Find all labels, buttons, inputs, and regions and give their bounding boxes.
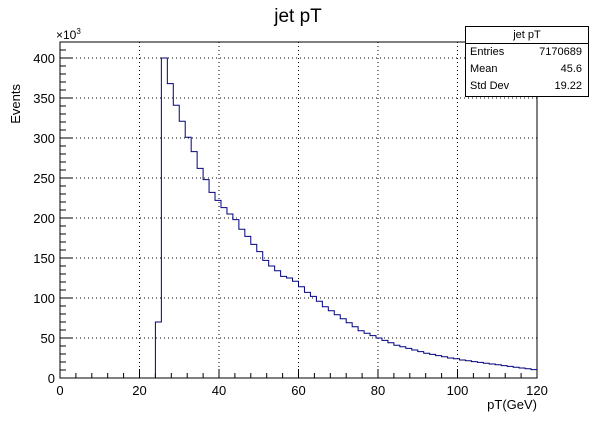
tick-labels: 0 20 40 60 80 100 120 0 50 100 150 200 250 300 350 400	[33, 51, 548, 398]
axis-ticks	[59, 49, 538, 379]
x-tick-label: 100	[447, 383, 469, 398]
stats-label: Entries	[470, 46, 505, 58]
stats-row-mean: Mean 45.6	[466, 61, 588, 78]
x-axis-label: pT(GeV)	[487, 397, 537, 412]
y-tick-label: 150	[33, 251, 55, 266]
stats-label: Mean	[470, 63, 498, 75]
stats-value: 7170689	[539, 46, 582, 58]
x-tick-label: 60	[291, 383, 305, 398]
stats-value: 19.22	[554, 80, 582, 92]
x-tick-label: 40	[212, 383, 226, 398]
x-tick-label: 20	[132, 383, 146, 398]
x-tick-label: 80	[371, 383, 385, 398]
x-tick-label: 0	[56, 383, 63, 398]
y-tick-label: 100	[33, 291, 55, 306]
y-axis-label: Events	[8, 84, 23, 124]
y-tick-label: 0	[48, 371, 55, 386]
stats-box-title: jet pT	[466, 27, 588, 44]
stats-row-std-dev: Std Dev 19.22	[466, 78, 588, 95]
stats-value: 45.6	[560, 63, 582, 75]
histogram-bins	[154, 57, 537, 378]
y-tick-label: 300	[33, 131, 55, 146]
histogram-line	[154, 57, 537, 378]
y-tick-label: 350	[33, 91, 55, 106]
y-tick-label: 250	[33, 171, 55, 186]
grid-lines	[60, 42, 537, 378]
x-tick-label: 120	[526, 383, 548, 398]
y-tick-label: 400	[33, 51, 55, 66]
stats-row-entries: Entries 7170689	[466, 44, 588, 61]
y-multiplier: ×103	[56, 27, 81, 42]
chart-title: jet pT	[273, 6, 322, 27]
y-tick-label: 200	[33, 211, 55, 226]
stats-label: Std Dev	[470, 80, 510, 92]
stats-box: jet pT Entries 7170689 Mean 45.6 Std Dev…	[465, 26, 589, 97]
y-tick-label: 50	[41, 331, 55, 346]
